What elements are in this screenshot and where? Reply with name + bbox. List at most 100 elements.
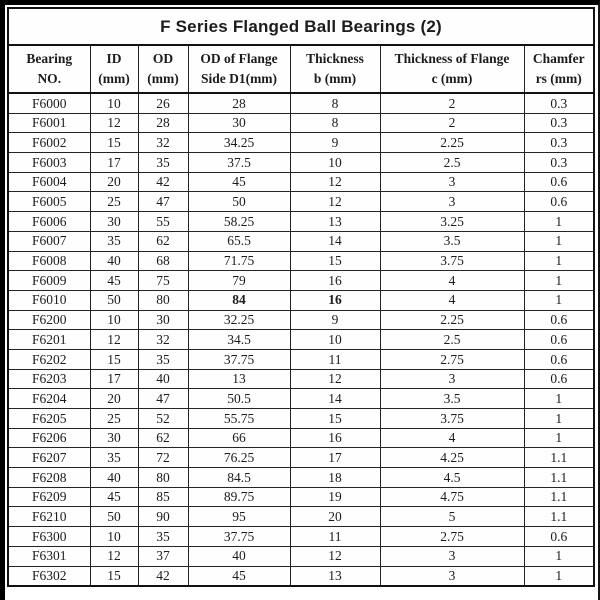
value-cell: 3.25 xyxy=(379,211,525,232)
column-header-bearing-no: Bearing NO. xyxy=(7,44,91,94)
value-cell: 30 xyxy=(187,112,291,134)
bearing-no-cell: F6001 xyxy=(7,112,91,134)
value-cell: 45 xyxy=(89,270,139,291)
value-cell: 3 xyxy=(379,171,525,193)
value-cell: 40 xyxy=(89,250,139,272)
value-cell: 50 xyxy=(187,191,291,213)
value-cell: 50.5 xyxy=(187,388,291,409)
value-cell: 16 xyxy=(289,270,381,291)
value-cell: 12 xyxy=(289,171,381,193)
table-row: F6006 30 55 58.25 13 3.25 1 xyxy=(7,211,595,232)
value-cell: 0.6 xyxy=(523,309,595,331)
value-cell: 10 xyxy=(289,152,381,173)
column-header-line2: Side D1(mm) xyxy=(200,71,278,86)
column-header-line2: c (mm) xyxy=(431,71,473,86)
column-header-line2: (mm) xyxy=(147,71,179,86)
column-header-line2: rs (mm) xyxy=(535,71,582,86)
value-cell: 1 xyxy=(523,250,595,272)
value-cell: 20 xyxy=(289,506,381,528)
value-cell: 15 xyxy=(89,565,139,587)
bearing-spec-table: F Series Flanged Ball Bearings (2) Beari… xyxy=(7,7,595,588)
value-cell: 32.25 xyxy=(187,309,291,331)
table-row: F6000 10 26 28 8 2 0.3 xyxy=(7,92,595,114)
title-row: F Series Flanged Ball Bearings (2) xyxy=(7,7,595,46)
value-cell: 12 xyxy=(89,112,139,134)
value-cell: 42 xyxy=(137,171,189,193)
value-cell: 12 xyxy=(289,545,381,567)
value-cell: 35 xyxy=(89,230,139,252)
bearing-no-cell: F6203 xyxy=(7,368,91,390)
value-cell: 79 xyxy=(187,270,291,291)
value-cell: 1 xyxy=(523,230,595,252)
value-cell: 25 xyxy=(89,191,139,213)
table-row: F6300 10 35 37.75 11 2.75 0.6 xyxy=(7,526,595,547)
value-cell: 65.5 xyxy=(187,230,291,252)
value-cell: 15 xyxy=(289,408,381,429)
value-cell: 34.25 xyxy=(187,132,291,154)
column-header-flange-od: OD of Flange Side D1(mm) xyxy=(187,44,291,94)
bearing-no-cell: F6201 xyxy=(7,329,91,350)
value-cell: 3.5 xyxy=(379,388,525,409)
column-header-od: OD (mm) xyxy=(137,44,189,94)
value-cell: 28 xyxy=(187,92,291,114)
value-cell: 4.25 xyxy=(379,447,525,469)
value-cell: 12 xyxy=(289,368,381,390)
value-cell: 34.5 xyxy=(187,329,291,350)
column-header-thickness-b: Thickness b (mm) xyxy=(289,44,381,94)
value-cell: 3 xyxy=(379,368,525,390)
value-cell: 72 xyxy=(137,447,189,469)
value-cell: 16 xyxy=(289,427,381,449)
value-cell: 10 xyxy=(89,309,139,331)
value-cell: 45 xyxy=(89,486,139,508)
value-cell: 1 xyxy=(523,211,595,232)
bearing-no-cell: F6301 xyxy=(7,545,91,567)
value-cell: 58.25 xyxy=(187,211,291,232)
value-cell: 28 xyxy=(137,112,189,134)
value-cell: 15 xyxy=(89,348,139,370)
bearing-no-cell: F6004 xyxy=(7,171,91,193)
value-cell: 12 xyxy=(89,545,139,567)
value-cell: 55 xyxy=(137,211,189,232)
value-cell: 30 xyxy=(89,211,139,232)
value-cell: 0.6 xyxy=(523,191,595,213)
table-row: F6207 35 72 76.25 17 4.25 1.1 xyxy=(7,447,595,469)
value-cell: 17 xyxy=(89,368,139,390)
column-header-row: Bearing NO. ID (mm) OD (mm) OD of Flange… xyxy=(7,44,595,94)
value-cell: 4 xyxy=(379,427,525,449)
value-cell: 20 xyxy=(89,171,139,193)
table-row: F6001 12 28 30 8 2 0.3 xyxy=(7,112,595,134)
table-row: F6301 12 37 40 12 3 1 xyxy=(7,545,595,567)
value-cell: 90 xyxy=(137,506,189,528)
bearing-no-cell: F6209 xyxy=(7,486,91,508)
value-cell: 0.6 xyxy=(523,171,595,193)
value-cell: 3 xyxy=(379,545,525,567)
value-cell: 37.75 xyxy=(187,526,291,547)
value-cell: 10 xyxy=(289,329,381,350)
value-cell: 1 xyxy=(523,289,595,311)
column-header-id: ID (mm) xyxy=(89,44,139,94)
bearing-no-cell: F6206 xyxy=(7,427,91,449)
value-cell: 35 xyxy=(137,348,189,370)
value-cell: 84.5 xyxy=(187,467,291,488)
value-cell: 1 xyxy=(523,408,595,429)
value-cell: 0.6 xyxy=(523,348,595,370)
bearing-no-cell: F6010 xyxy=(7,289,91,311)
value-cell: 80 xyxy=(137,467,189,488)
value-cell: 14 xyxy=(289,230,381,252)
value-cell: 3.75 xyxy=(379,408,525,429)
value-cell: 4 xyxy=(379,270,525,291)
table-row: F6208 40 80 84.5 18 4.5 1.1 xyxy=(7,467,595,488)
value-cell: 26 xyxy=(137,92,189,114)
value-cell: 68 xyxy=(137,250,189,272)
value-cell: 2.75 xyxy=(379,526,525,547)
value-cell: 2.25 xyxy=(379,132,525,154)
table-row: F6010 50 80 84 16 4 1 xyxy=(7,289,595,311)
value-cell: 2 xyxy=(379,92,525,114)
value-cell: 16 xyxy=(289,289,381,311)
value-cell: 12 xyxy=(289,191,381,213)
value-cell: 52 xyxy=(137,408,189,429)
bearing-no-cell: F6007 xyxy=(7,230,91,252)
column-header-line1: Thickness xyxy=(306,51,364,67)
value-cell: 17 xyxy=(289,447,381,469)
